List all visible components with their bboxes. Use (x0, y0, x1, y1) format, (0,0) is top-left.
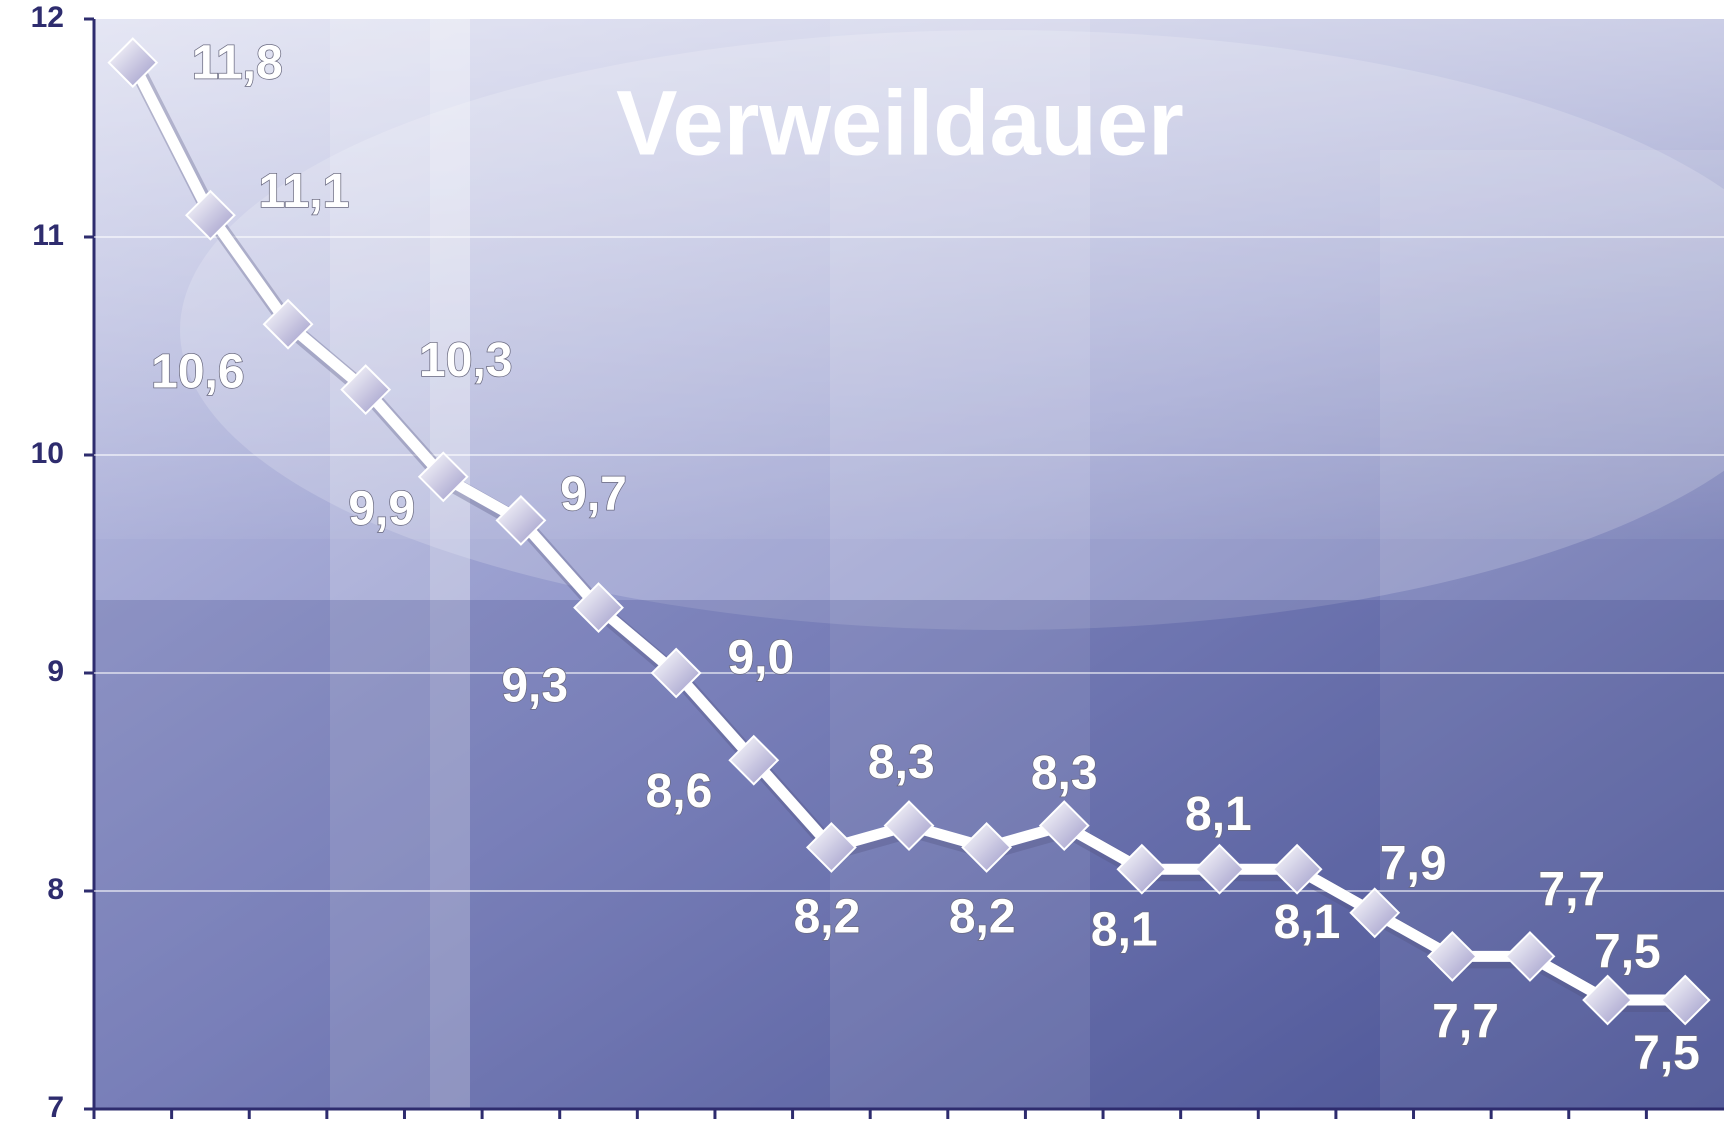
y-tick-label: 11 (32, 219, 64, 252)
y-tick-label: 7 (47, 1091, 64, 1124)
value-label: 9,3 (501, 660, 568, 713)
marker (417, 451, 469, 503)
marker (185, 189, 236, 241)
marker (1038, 800, 1090, 852)
value-label: 9,7 (560, 468, 627, 521)
value-label: 8,2 (949, 891, 1016, 944)
value-label: 8,1 (1091, 904, 1158, 957)
marker (262, 298, 314, 350)
marker (650, 647, 702, 699)
marker (1349, 887, 1401, 939)
marker (1271, 843, 1323, 895)
value-label: 10,6 (151, 345, 244, 398)
value-label: 8,6 (646, 765, 713, 818)
marker (340, 364, 392, 416)
marker (728, 734, 780, 786)
marker (805, 821, 857, 873)
marker (1116, 843, 1168, 895)
marker (573, 582, 624, 634)
marker (1582, 974, 1633, 1026)
marker (495, 494, 547, 546)
value-label: 8,3 (868, 736, 935, 789)
marker (883, 800, 935, 852)
value-label: 10,3 (419, 334, 512, 387)
value-label: 7,5 (1633, 1027, 1700, 1080)
marker (961, 821, 1013, 873)
marker (1194, 843, 1245, 895)
marker (1426, 930, 1478, 982)
value-label: 7,7 (1538, 863, 1605, 916)
marker (1504, 930, 1556, 982)
y-tick-label: 8 (47, 873, 64, 906)
value-label: 7,9 (1380, 837, 1447, 890)
value-label: 9,9 (348, 483, 415, 536)
y-tick-label: 12 (31, 1, 64, 34)
value-label: 8,3 (1031, 747, 1098, 800)
marker (107, 37, 159, 89)
y-tick-label: 9 (47, 655, 64, 688)
value-label: 9,0 (727, 632, 794, 685)
y-tick-label: 10 (31, 437, 64, 470)
chart-title: Verweildauer (616, 72, 1184, 174)
value-label: 7,7 (1432, 995, 1499, 1048)
value-label: 11,1 (259, 165, 350, 218)
value-label: 11,8 (192, 37, 283, 90)
value-label: 8,2 (794, 891, 861, 944)
value-label: 8,1 (1185, 788, 1252, 841)
value-label: 7,5 (1594, 926, 1661, 979)
value-label: 8,1 (1274, 896, 1341, 949)
marker (1659, 974, 1711, 1026)
